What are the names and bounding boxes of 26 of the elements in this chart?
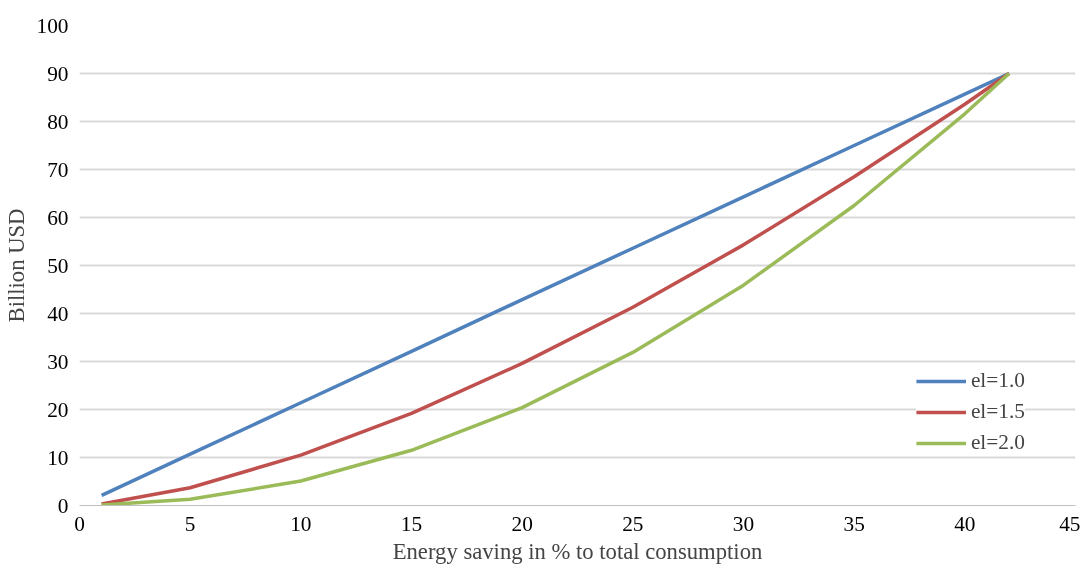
x-tick-label: 15 — [400, 511, 423, 536]
y-tick-label: 80 — [47, 109, 69, 134]
legend-label: el=1.5 — [970, 399, 1025, 424]
x-tick-label: 40 — [954, 511, 976, 536]
x-tick-label: 30 — [732, 511, 755, 536]
y-tick-label: 90 — [47, 61, 69, 86]
legend-label: el=2.0 — [970, 430, 1025, 455]
y-tick-label: 40 — [47, 301, 69, 326]
x-axis-title: Energy saving in % to total consumption — [392, 538, 763, 564]
y-tick-label: 20 — [47, 397, 69, 422]
x-tick-label: 20 — [511, 511, 533, 536]
x-tick-label: 5 — [184, 511, 196, 536]
x-tick-label: 0 — [74, 511, 85, 536]
y-tick-label: 70 — [47, 157, 69, 182]
y-tick-label: 30 — [47, 349, 69, 374]
x-tick-label: 35 — [843, 511, 865, 536]
y-axis-title: Billion USD — [3, 208, 29, 323]
legend-label: el=1.0 — [970, 368, 1025, 393]
x-tick-label: 10 — [290, 511, 312, 536]
y-tick-label: 0 — [57, 493, 69, 518]
x-tick-label: 45 — [1059, 511, 1081, 536]
y-tick-label: 50 — [47, 253, 69, 278]
x-tick-label: 25 — [622, 511, 644, 536]
y-tick-label: 10 — [47, 445, 69, 470]
y-tick-label: 60 — [47, 205, 69, 230]
y-tick-label: 100 — [36, 13, 69, 38]
